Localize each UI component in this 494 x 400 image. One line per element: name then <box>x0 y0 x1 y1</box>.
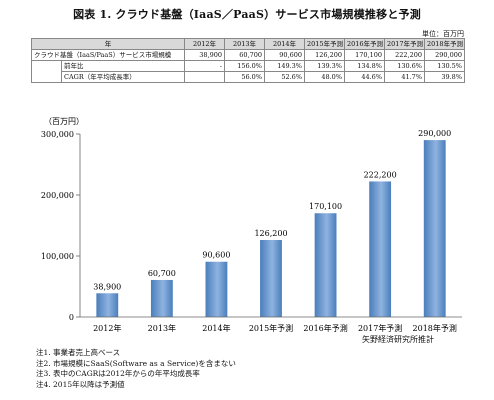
y-axis-title: （百万円） <box>44 117 84 126</box>
x-tick-label: 2015年予測 <box>249 323 293 333</box>
table-cell: 156.0% <box>224 60 265 72</box>
table-cell: 48.0% <box>304 71 345 83</box>
bar <box>205 261 228 317</box>
bar <box>260 240 282 317</box>
table-header-cell: 2016年予測 <box>344 38 385 50</box>
footnote: 注2. 市場規模にSaaS(Software as a Service)を含まな… <box>36 358 236 368</box>
footnote: 注4. 2015年以降は予測値 <box>36 379 125 389</box>
table-cell: 130.5% <box>424 60 465 72</box>
bar <box>314 213 337 317</box>
table-cell: 90,600 <box>264 49 305 61</box>
y-tick-label: 300,000 <box>41 130 74 139</box>
x-tick-label: 2018年予測 <box>413 323 457 333</box>
source-note: 矢野経済研究所推計 <box>362 335 434 344</box>
table-cell: 52.6% <box>264 71 305 83</box>
table-row: 前年比 - 156.0% 149.3% 139.3% 134.8% 130.6%… <box>31 60 465 72</box>
unit-label: 単位：百万円 <box>422 30 464 38</box>
table-cell: 130.6% <box>384 60 425 72</box>
y-tick-label: 0 <box>69 313 74 322</box>
table-header-row: 年 2012年 2013年 2014年 2015年予測 2016年予測 2017… <box>31 38 465 50</box>
market-size-table: 年 2012年 2013年 2014年 2015年予測 2016年予測 2017… <box>31 38 465 83</box>
table-header-cell: 2014年 <box>264 38 305 50</box>
table-spacer-cell <box>31 71 62 83</box>
table-header-cell: 2018年予測 <box>424 38 465 50</box>
table-cell: 134.8% <box>344 60 385 72</box>
table-header-cell: 2013年 <box>224 38 265 50</box>
table-cell: 39.8% <box>424 71 465 83</box>
table-header-cell: 2015年予測 <box>304 38 345 50</box>
footnote: 注3. 表中のCAGRは2012年からの年平均成長率 <box>36 369 200 378</box>
bar <box>423 140 446 317</box>
x-tick-label: 2017年予測 <box>358 323 402 333</box>
table-row: CAGR（年平均成長率） 56.0% 52.6% 48.0% 44.6% 41.… <box>31 71 465 83</box>
table-header-cell: 年 <box>31 38 185 50</box>
table-cell: 44.6% <box>344 71 385 83</box>
table-spacer-cell <box>31 60 62 72</box>
x-tick-label: 2014年 <box>202 323 230 333</box>
table-cell: - <box>184 60 225 72</box>
bar <box>150 279 173 317</box>
table-cell <box>184 71 225 83</box>
bar-value-label: 60,700 <box>148 269 176 278</box>
table-header-cell: 2017年予測 <box>384 38 425 50</box>
bar-value-label: 222,200 <box>364 170 397 179</box>
table-row: クラウド基盤（IaaS/PaaS）サービス市場規模 38,900 60,700 … <box>31 49 465 61</box>
bar-value-label: 126,200 <box>254 229 287 238</box>
x-tick-label: 2016年予測 <box>303 323 347 333</box>
table-cell: 38,900 <box>184 49 225 61</box>
table-header-cell: 2012年 <box>184 38 225 50</box>
bar-chart: （百万円） 0 100,000 200,000 300,000 38,900 60,70… <box>41 117 462 333</box>
footnote: 注1. 事業者売上高ベース <box>36 348 121 357</box>
bar <box>369 181 392 317</box>
bar-value-label: 38,900 <box>93 282 121 291</box>
table-cell: 126,200 <box>304 49 345 61</box>
bar-value-label: 170,100 <box>309 202 342 211</box>
y-tick-label: 200,000 <box>41 191 74 200</box>
x-tick-label: 2013年 <box>148 323 176 333</box>
table-cell: 149.3% <box>264 60 305 72</box>
x-tick-label: 2012年 <box>93 323 121 333</box>
bar-value-label: 290,000 <box>418 129 451 138</box>
bar-value-label: 90,600 <box>202 251 230 260</box>
table-cell: 290,000 <box>424 49 465 61</box>
table-cell: 222,200 <box>384 49 425 61</box>
bar <box>96 293 119 317</box>
figure-title: 図表 1. クラウド基盤（IaaS／PaaS）サービス市場規模推移と予測 <box>73 8 421 21</box>
table-cell: 41.7% <box>384 71 425 83</box>
footnotes: 注1. 事業者売上高ベース 注2. 市場規模にSaaS(Software as … <box>36 348 236 390</box>
table-cell: 56.0% <box>224 71 265 83</box>
y-tick-label: 100,000 <box>41 252 74 261</box>
row-label: 前年比 <box>61 60 185 72</box>
table-cell: 139.3% <box>304 60 345 72</box>
row-label: CAGR（年平均成長率） <box>61 71 185 83</box>
table-cell: 60,700 <box>224 49 265 61</box>
table-cell: 170,100 <box>344 49 385 61</box>
row-label: クラウド基盤（IaaS/PaaS）サービス市場規模 <box>31 49 185 61</box>
